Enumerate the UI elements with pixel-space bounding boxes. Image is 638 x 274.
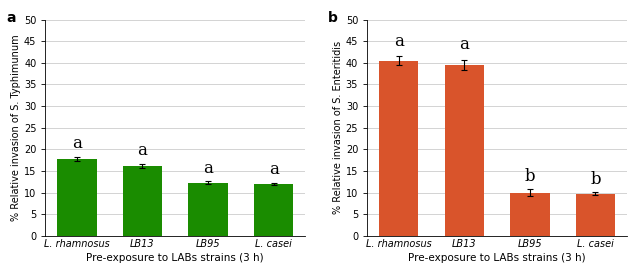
Bar [57,159,96,236]
X-axis label: Pre-exposure to LABs strains (3 h): Pre-exposure to LABs strains (3 h) [87,253,264,263]
X-axis label: Pre-exposure to LABs strains (3 h): Pre-exposure to LABs strains (3 h) [408,253,586,263]
Bar [575,193,615,236]
Y-axis label: % Relative invasion of S. Enteritidis: % Relative invasion of S. Enteritidis [333,41,343,214]
Text: a: a [459,36,469,53]
Bar [445,65,484,236]
Text: a: a [72,135,82,152]
Bar [510,193,549,236]
Text: a: a [203,160,213,177]
Bar [188,183,228,236]
Text: a: a [394,33,404,50]
Text: b: b [590,171,601,188]
Text: a: a [6,11,16,25]
Bar [254,184,293,236]
Y-axis label: % Relative invasion of S. Typhimunum: % Relative invasion of S. Typhimunum [11,35,21,221]
Bar [379,61,419,236]
Bar [122,166,162,236]
Text: b: b [328,11,338,25]
Text: a: a [269,161,279,178]
Text: b: b [524,168,535,185]
Text: a: a [138,142,147,159]
